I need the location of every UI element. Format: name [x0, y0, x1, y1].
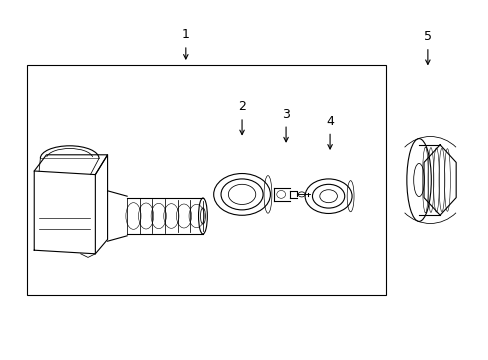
Text: 2: 2 — [238, 100, 245, 113]
Text: 3: 3 — [282, 108, 289, 121]
Text: 1: 1 — [182, 28, 189, 41]
Text: 5: 5 — [423, 30, 431, 43]
Text: 4: 4 — [325, 115, 333, 128]
Bar — [27, 65, 386, 295]
